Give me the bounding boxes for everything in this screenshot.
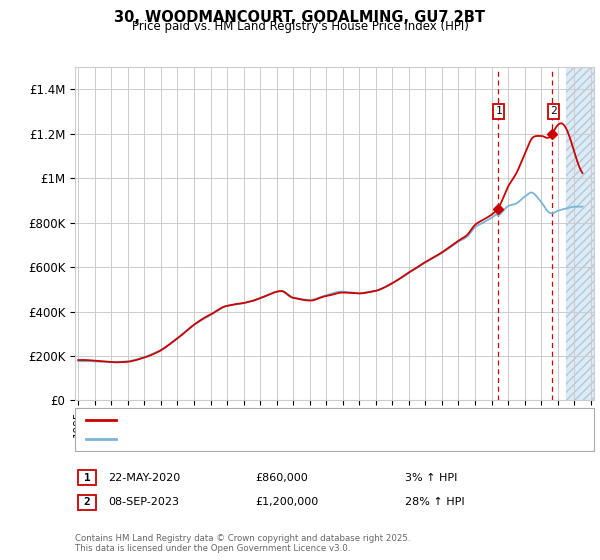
Text: 1: 1 bbox=[495, 106, 502, 116]
Text: HPI: Average price, detached house, Waverley: HPI: Average price, detached house, Wave… bbox=[120, 434, 373, 444]
Text: 30, WOODMANCOURT, GODALMING, GU7 2BT (detached house): 30, WOODMANCOURT, GODALMING, GU7 2BT (de… bbox=[120, 415, 469, 424]
Text: 30, WOODMANCOURT, GODALMING, GU7 2BT: 30, WOODMANCOURT, GODALMING, GU7 2BT bbox=[115, 10, 485, 25]
Text: 22-MAY-2020: 22-MAY-2020 bbox=[108, 473, 180, 483]
Bar bbox=[566, 67, 594, 400]
Text: Contains HM Land Registry data © Crown copyright and database right 2025.
This d: Contains HM Land Registry data © Crown c… bbox=[75, 534, 410, 553]
FancyBboxPatch shape bbox=[493, 104, 504, 119]
Text: 28% ↑ HPI: 28% ↑ HPI bbox=[405, 497, 464, 507]
FancyBboxPatch shape bbox=[548, 104, 559, 119]
Text: £1,200,000: £1,200,000 bbox=[255, 497, 318, 507]
Text: 08-SEP-2023: 08-SEP-2023 bbox=[108, 497, 179, 507]
Text: 2: 2 bbox=[550, 106, 557, 116]
Text: 2: 2 bbox=[83, 497, 91, 507]
Text: 1: 1 bbox=[83, 473, 91, 483]
Text: £860,000: £860,000 bbox=[255, 473, 308, 483]
Text: Price paid vs. HM Land Registry's House Price Index (HPI): Price paid vs. HM Land Registry's House … bbox=[131, 20, 469, 33]
Text: 3% ↑ HPI: 3% ↑ HPI bbox=[405, 473, 457, 483]
Bar bbox=[566, 67, 594, 400]
